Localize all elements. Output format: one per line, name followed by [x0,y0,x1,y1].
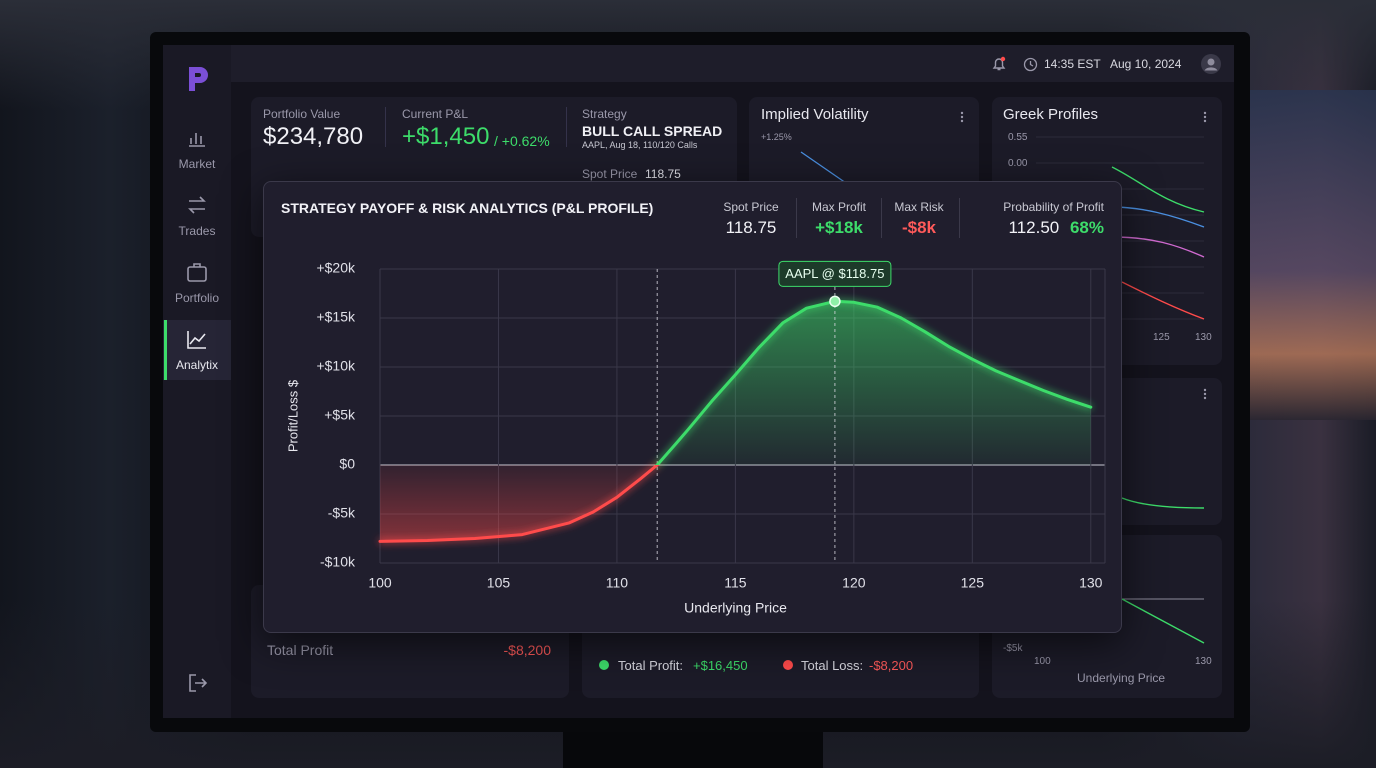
metric-label: Spot Price [723,200,779,214]
icon [189,133,205,147]
annotation-marker [829,295,841,308]
metric-value-row: 112.50 68% [1003,218,1105,238]
logo[interactable] [185,65,211,93]
y-tick-label: $0 [339,456,355,472]
x-tick-label: 115 [724,575,747,591]
card-title: Greek Profiles [1003,106,1099,123]
time: 14:35 EST [1044,57,1101,71]
date: Aug 10, 2024 [1110,57,1182,71]
y-tick-label: -$10k [320,554,356,570]
decor [1121,388,1207,509]
y-tick-label: +$5k [324,407,356,423]
icon [187,263,207,282]
nav-item[interactable]: Trades [163,186,231,246]
modal-title: STRATEGY PAYOFF & RISK ANALYTICS (P&L PR… [281,200,654,216]
tick-label: 130 [1195,656,1212,667]
payoff-line [378,299,1093,543]
value: $234,780 [263,123,364,150]
legend-dot [783,660,793,670]
x-tick-label: 105 [487,575,511,591]
icon [187,331,206,349]
metric-label: Probability of Profit [1003,200,1104,214]
metric-value: 112.50 [1008,218,1060,237]
sidebar: Market Trades Portfolio Analytix [163,45,231,718]
nav-label: Portfolio [174,291,220,305]
x-tick-label: 110 [606,575,629,591]
metric: Probability of Profit 112.50 68% [1003,200,1104,238]
annotation-box [778,260,892,287]
x-tick-label: 125 [961,575,985,591]
percent: / +0.62% [494,133,550,149]
label: Total Loss: [801,658,864,673]
bell-icon[interactable] [991,56,1007,72]
label: Portfolio Value [263,107,341,121]
avatar[interactable] [1200,53,1222,75]
x-tick-label: 130 [1079,575,1103,591]
strategy: BULL CALL SPREAD [582,123,723,139]
decor [1121,598,1205,644]
card-title: Implied Volatility [761,106,869,123]
divider [385,107,386,147]
metric: Max Risk -$8k [882,200,956,238]
divider [796,198,797,238]
icon [188,196,206,214]
nav-item[interactable]: Portfolio [163,253,231,313]
y-tick-label: +$20k [316,260,356,276]
nav-item[interactable]: Market [163,119,231,179]
y-tick-label: +$15k [316,309,356,325]
clock-icon [1023,57,1038,72]
label: Total Profit [267,642,334,658]
x-tick-label: 120 [842,575,866,591]
axis-label: Underlying Price [1077,671,1166,685]
metric-label: Max Risk [894,200,944,214]
tick-label: -$5k [1003,643,1023,654]
value: 118.75 [645,167,681,181]
tick-label: 0.00 [1008,158,1028,169]
metric-label: Max Profit [811,200,866,214]
divider [959,198,960,238]
metric-value: -$8k [901,218,937,237]
logout-icon[interactable] [188,673,208,693]
tick-label: +1.25% [761,132,792,142]
x-tick-label: 100 [368,575,392,591]
label: Spot Price [582,167,638,181]
tick-label: 130 [1195,332,1212,343]
value: -$8,200 [503,642,551,658]
annotation-text: AAPL @ $118.75 [785,266,884,281]
nav-label: Trades [178,224,216,238]
label: Strategy [582,107,627,121]
top-bar: 14:35 EST Aug 10, 2024 [231,45,1234,82]
background-window [1250,90,1376,420]
payoff-chart: -$10k -$5k $0 +$5k +$10k +$15k +$20k 100 105 110 1… [285,260,1106,616]
nav-label: Market [178,157,216,171]
metric: Max Profit +$18k [798,200,880,238]
metric-percent: 68% [1069,218,1104,237]
tick-label: 125 [1153,332,1170,343]
value: +$16,450 [693,658,748,673]
panel-card: Total Profit: +$16,450 Total Loss: -$8,2… [582,625,979,698]
tick-label: 0.55 [1008,132,1028,143]
divider [566,107,567,147]
y-tick-label: -$5k [328,505,356,521]
legend-dot [599,660,609,670]
nav-item[interactable]: Analytix [163,320,231,380]
metric-value: +$18k [815,218,863,237]
label: Total Profit: [618,658,684,673]
value: +$1,450 [402,123,490,150]
tick-label: 100 [1034,656,1051,667]
monitor-stand [563,732,823,768]
x-axis-label: Underlying Price [684,600,787,616]
area-fill [380,301,1091,542]
label: Current P&L [402,107,469,121]
value: -$8,200 [869,658,914,673]
y-axis-label: Profit/Loss $ [285,379,300,452]
metric: Spot Price 118.75 [701,200,801,238]
divider [881,198,882,238]
metric-value: 118.75 [725,218,777,237]
detail: AAPL, Aug 18, 110/120 Calls [582,140,698,150]
y-tick-label: +$10k [316,358,356,374]
payoff-modal: STRATEGY PAYOFF & RISK ANALYTICS (P&L PR… [263,181,1122,633]
nav-label: Analytix [175,358,219,372]
